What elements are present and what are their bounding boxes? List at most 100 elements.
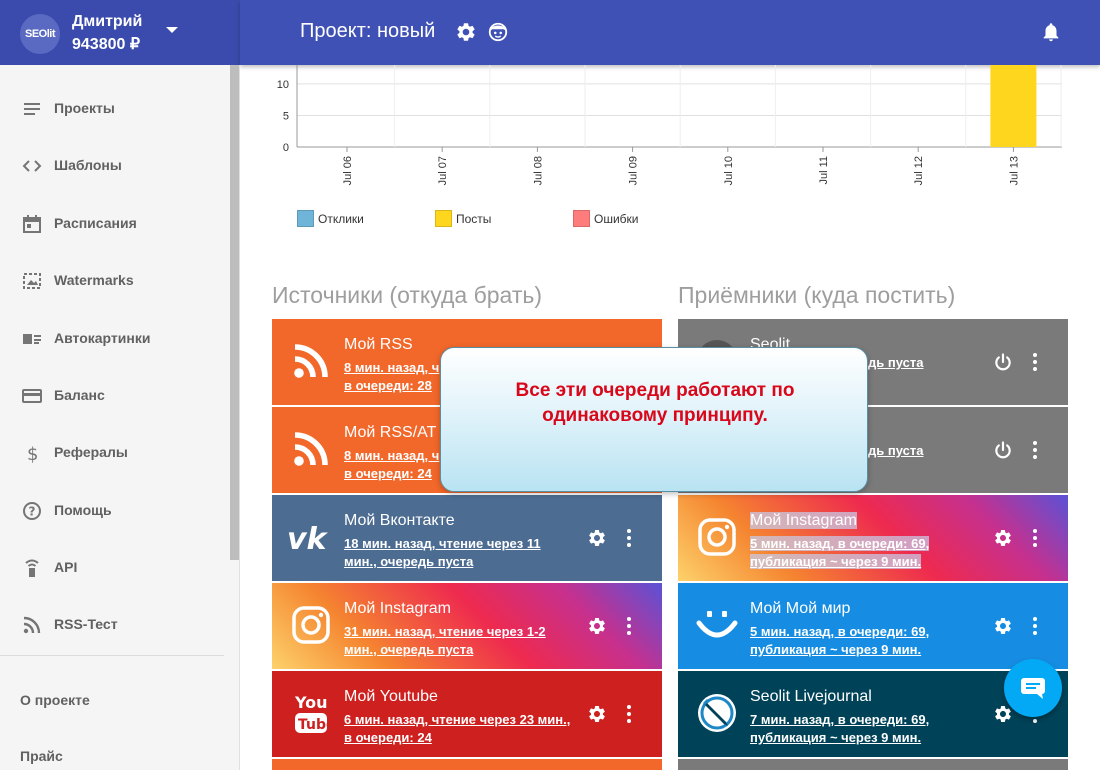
app-logo[interactable]: SEOlit bbox=[20, 14, 60, 54]
status-line: публикация ~ через 9 мин. bbox=[750, 642, 922, 657]
sidebar-item-label: Автокартинки bbox=[54, 330, 151, 346]
card-status-link[interactable]: 31 мин. назад, чтение через 1-2 мин., оче… bbox=[344, 623, 584, 659]
status-line: в очереди: 28 bbox=[344, 378, 432, 393]
status-line: 18 мин. назад, чтение через 11 bbox=[344, 536, 541, 551]
receiver-card-livejournal[interactable]: Seolit Livejournal 7 мин. назад, в очере… bbox=[678, 671, 1068, 757]
more-vert-icon[interactable] bbox=[1028, 528, 1042, 548]
status-line: 8 мин. назад, ч bbox=[344, 360, 440, 375]
rss-icon bbox=[286, 336, 336, 386]
sidebar-scrollbar[interactable] bbox=[230, 65, 239, 560]
card-status-link[interactable]: 8 мин. назад, ч в очереди: 24 bbox=[344, 447, 584, 483]
user-panel[interactable]: SEOlit Дмитрий 943800 ₽ bbox=[0, 0, 240, 65]
legend-item[interactable]: Отклики bbox=[297, 210, 364, 227]
more-vert-icon[interactable] bbox=[1028, 616, 1042, 636]
more-vert-icon[interactable] bbox=[1028, 440, 1042, 460]
youtube-icon: You Tube bbox=[286, 688, 336, 738]
source-card-vk[interactable]: vk Мой Вконтакте 18 мин. назад, чтение ч… bbox=[272, 495, 662, 581]
api-icon bbox=[25, 559, 39, 577]
status-line: в очереди: 24 bbox=[344, 730, 432, 745]
user-balance: 943800 ₽ bbox=[72, 36, 141, 53]
card-title: Мой RSS bbox=[344, 336, 413, 353]
status-line: 5 мин. назад, в очереди: 69, bbox=[750, 536, 930, 551]
sidebar-item-label: RSS-Тест bbox=[54, 616, 118, 632]
card-status-link[interactable]: 8 мин. назад, ч в очереди: 28 bbox=[344, 359, 584, 395]
gear-icon[interactable] bbox=[587, 616, 607, 636]
status-line: дь пуста bbox=[868, 443, 924, 458]
bar-Посты bbox=[990, 65, 1037, 147]
card-status-link[interactable]: дь пуста bbox=[868, 354, 1068, 372]
more-vert-icon[interactable] bbox=[622, 704, 636, 724]
gear-icon[interactable] bbox=[455, 21, 477, 43]
status-line: 7 мин. назад, в очереди: 69, bbox=[750, 712, 930, 727]
legend-swatch bbox=[435, 210, 452, 227]
legend-item[interactable]: Посты bbox=[435, 210, 491, 227]
gear-icon[interactable] bbox=[587, 528, 607, 548]
card-status-link[interactable]: 6 мин. назад, чтение через 23 мин., в оче… bbox=[344, 711, 584, 747]
card-title-text: Мой Instagram bbox=[750, 512, 857, 529]
card-status-link[interactable]: 7 мин. назад, в очереди: 69, публикация ~… bbox=[750, 711, 990, 747]
sidebar-item-schedules[interactable]: Расписания bbox=[0, 204, 228, 244]
card-status-link[interactable]: дь пуста bbox=[868, 442, 1068, 460]
y-tick-label: 10 bbox=[277, 79, 289, 91]
sidebar-item-watermarks[interactable]: Watermarks bbox=[0, 261, 228, 301]
sidebar-item-help[interactable]: ? Помощь bbox=[0, 491, 228, 531]
sidebar-item-label: Помощь bbox=[54, 502, 112, 518]
legend-swatch bbox=[573, 210, 590, 227]
power-icon[interactable] bbox=[993, 440, 1013, 460]
x-tick-label: Jul 12 bbox=[913, 156, 925, 185]
face-icon[interactable] bbox=[487, 21, 509, 43]
receiver-card-partial[interactable] bbox=[678, 759, 1068, 770]
status-line: публикация ~ через 9 мин. bbox=[750, 554, 922, 569]
svg-text:$: $ bbox=[27, 444, 38, 463]
sidebar-item-autoimages[interactable]: Автокартинки bbox=[0, 319, 228, 359]
status-line: 8 мин. назад, ч bbox=[344, 448, 440, 463]
gear-icon[interactable] bbox=[993, 616, 1013, 636]
instagram-icon bbox=[286, 600, 336, 650]
sidebar: Проекты Шаблоны Расписания Watermarks Ав… bbox=[0, 65, 240, 770]
sidebar-item-rss-test[interactable]: RSS-Тест bbox=[0, 605, 228, 645]
chat-button[interactable] bbox=[1004, 659, 1062, 717]
receiver-card-moimir[interactable]: Мой Мой мир 5 мин. назад, в очереди: 69,… bbox=[678, 583, 1068, 669]
moimir-icon bbox=[692, 600, 742, 650]
sidebar-item-api[interactable]: API bbox=[0, 548, 228, 588]
rss-icon bbox=[23, 616, 41, 634]
more-vert-icon[interactable] bbox=[622, 616, 636, 636]
source-card-instagram[interactable]: Мой Instagram 31 мин. назад, чтение чере… bbox=[272, 583, 662, 669]
sidebar-item-templates[interactable]: Шаблоны bbox=[0, 146, 228, 186]
legend-item[interactable]: Ошибки bbox=[573, 210, 639, 227]
svg-text:Tube: Tube bbox=[298, 717, 331, 733]
sidebar-link-price[interactable]: Прайс bbox=[20, 748, 63, 764]
more-vert-icon[interactable] bbox=[1028, 352, 1042, 372]
x-tick-label: Jul 06 bbox=[342, 156, 354, 185]
more-vert-icon[interactable] bbox=[622, 528, 636, 548]
activity-chart: 0 5 10 Jul 06 Jul 07 Jul 08 Jul 09 Jul 10 Jul 11… bbox=[265, 65, 1065, 235]
status-line: мин., очередь пуста bbox=[344, 554, 474, 569]
watermark-icon bbox=[23, 273, 41, 289]
card-title: Мой Instagram bbox=[750, 512, 857, 530]
power-icon[interactable] bbox=[993, 352, 1013, 372]
bell-icon[interactable] bbox=[1040, 21, 1062, 43]
gear-icon[interactable] bbox=[587, 704, 607, 724]
sidebar-item-referrals[interactable]: $ Рефералы bbox=[0, 433, 228, 473]
card-title: Мой Вконтакте bbox=[344, 512, 455, 529]
livejournal-icon bbox=[692, 688, 742, 738]
sidebar-item-label: Расписания bbox=[54, 215, 137, 231]
sidebar-item-label: Рефералы bbox=[54, 444, 128, 460]
gear-icon[interactable] bbox=[993, 528, 1013, 548]
source-card-youtube[interactable]: You Tube Мой Youtube 6 мин. назад, чтение… bbox=[272, 671, 662, 757]
status-line: 31 мин. назад, чтение через 1-2 bbox=[344, 624, 546, 639]
source-card-partial[interactable] bbox=[272, 759, 662, 770]
list-icon bbox=[24, 103, 40, 115]
legend-label: Ошибки bbox=[594, 211, 639, 226]
sidebar-item-label: Баланс bbox=[54, 387, 105, 403]
status-line: 5 мин. назад, в очереди: 69, bbox=[750, 624, 930, 639]
card-status-link[interactable]: 5 мин. назад, в очереди: 69, публикация ~… bbox=[750, 623, 990, 659]
gear-icon[interactable] bbox=[993, 704, 1013, 724]
chevron-down-icon[interactable] bbox=[166, 27, 178, 33]
card-status-link[interactable]: 5 мин. назад, в очереди: 69, публикация ~… bbox=[750, 535, 990, 571]
sidebar-item-balance[interactable]: Баланс bbox=[0, 376, 228, 416]
sidebar-link-about[interactable]: О проекте bbox=[20, 692, 90, 708]
card-status-link[interactable]: 18 мин. назад, чтение через 11 мин., очер… bbox=[344, 535, 584, 571]
sidebar-item-projects[interactable]: Проекты bbox=[0, 89, 228, 129]
receiver-card-instagram[interactable]: Мой Instagram 5 мин. назад, в очереди: 6… bbox=[678, 495, 1068, 581]
